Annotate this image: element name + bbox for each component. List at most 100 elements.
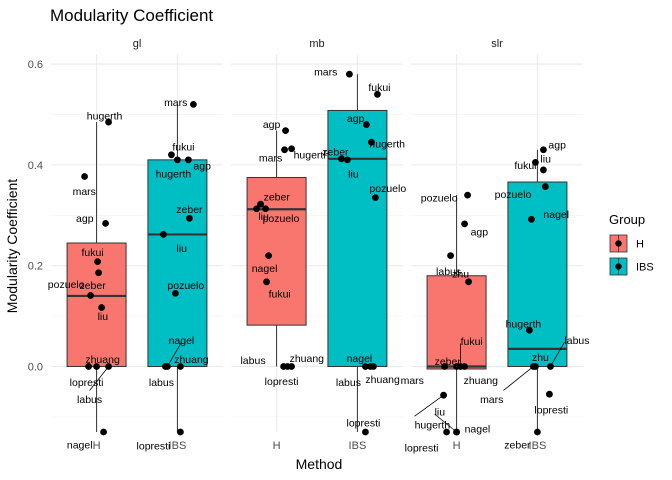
- data-point-mars: mars: [480, 363, 537, 406]
- point-label: lopresti: [534, 405, 568, 417]
- point-marker: [100, 428, 107, 436]
- label-leader-line: [414, 394, 444, 417]
- point-marker: [338, 155, 345, 163]
- legend-item-H: H: [609, 234, 644, 253]
- data-point-fukui: fukui: [368, 82, 391, 98]
- data-point-hugerth: hugerth: [288, 145, 329, 161]
- y-tick-label: 0.4: [28, 160, 43, 172]
- point-label: fukui: [172, 141, 194, 153]
- point-label: mars: [259, 152, 282, 164]
- point-label: agp: [471, 226, 489, 238]
- facet-strip-label: slr: [491, 38, 503, 50]
- label-leader-line: [167, 342, 182, 367]
- data-point-nagel: nagel: [528, 209, 569, 223]
- point-label: zhuang: [365, 374, 400, 386]
- point-marker: [363, 121, 370, 128]
- data-point-hugerth: hugerth: [156, 156, 192, 180]
- box-mb-H: [246, 130, 307, 367]
- data-point-zeber: zeber: [176, 204, 203, 222]
- data-point-liu: liu: [258, 205, 269, 223]
- facet-strip-label: gl: [133, 38, 142, 50]
- legend-key-point: [615, 263, 622, 270]
- point-label: nagel: [543, 209, 569, 221]
- data-point-labus: labus: [77, 363, 112, 406]
- point-marker: [177, 428, 184, 436]
- point-marker: [532, 158, 539, 166]
- x-tick-label: IBS: [529, 440, 547, 452]
- box-rect: [147, 159, 208, 367]
- point-label: hugerth: [156, 168, 192, 180]
- point-marker: [447, 252, 454, 259]
- point-marker: [87, 292, 94, 299]
- data-point-nagel: nagel: [347, 353, 372, 370]
- data-point-fukui: fukui: [263, 278, 291, 300]
- data-point-labus: labus: [547, 335, 590, 370]
- data-point-zhuang: zhuang: [365, 363, 400, 386]
- point-marker: [443, 428, 450, 436]
- data-point-mars: mars: [314, 67, 353, 79]
- data-point-pozuelo: pozuelo: [48, 279, 94, 299]
- point-label: lopresti: [346, 418, 380, 430]
- box-mb-IBS: [327, 74, 388, 432]
- point-label: lopresti: [137, 441, 171, 453]
- chart-title: Modularity Coefficient: [50, 6, 213, 25]
- point-label: hugerth: [294, 149, 330, 161]
- data-point-lopresti: lopresti: [265, 363, 299, 388]
- data-point-mars: mars: [164, 97, 197, 109]
- point-marker: [98, 304, 105, 311]
- y-tick-label: 0.0: [28, 361, 43, 373]
- legend: Group H IBS: [609, 212, 654, 276]
- box-gl-IBS: [147, 104, 208, 432]
- data-point-hugerth: hugerth: [414, 391, 450, 432]
- point-label: labus: [149, 377, 174, 389]
- box-rect: [426, 275, 487, 370]
- point-marker: [105, 118, 112, 126]
- point-marker: [534, 428, 541, 436]
- point-marker: [257, 200, 264, 208]
- point-marker: [253, 205, 260, 213]
- point-marker: [172, 290, 179, 297]
- point-marker: [93, 363, 100, 370]
- point-label: liu: [348, 168, 359, 180]
- point-marker: [288, 145, 295, 153]
- data-point-fukui: fukui: [514, 158, 539, 172]
- point-label: agp: [347, 113, 365, 125]
- data-point-liu: liu: [344, 156, 359, 180]
- point-label: fukui: [368, 82, 390, 94]
- point-label: mars: [314, 67, 337, 79]
- point-label: zeber: [322, 146, 349, 158]
- point-label: fukui: [269, 288, 291, 300]
- data-point-liu: liu: [98, 304, 108, 323]
- data-point-nagel: nagel: [453, 424, 490, 436]
- box-rect: [327, 109, 388, 367]
- point-marker: [160, 231, 167, 238]
- data-point-labus: labus: [436, 252, 461, 278]
- point-label: lopresti: [70, 377, 104, 389]
- point-marker: [177, 363, 184, 370]
- data-point-hugerth: hugerth: [368, 139, 405, 151]
- data-point-hugerth: hugerth: [506, 319, 541, 334]
- point-label: fukui: [81, 247, 103, 259]
- point-marker: [374, 90, 381, 98]
- point-marker: [282, 127, 289, 135]
- point-label: mars: [164, 97, 187, 109]
- point-label: agp: [76, 213, 94, 225]
- point-marker: [368, 138, 375, 146]
- data-point-labus: labus: [149, 363, 174, 389]
- point-label: zeber: [79, 280, 106, 292]
- point-label: labus: [336, 377, 361, 389]
- point-label: nagel: [169, 335, 195, 347]
- point-marker: [367, 363, 374, 370]
- data-point-pozuelo: pozuelo: [167, 280, 204, 297]
- point-label: nagel: [67, 440, 93, 452]
- point-label: zhuang: [464, 375, 499, 387]
- facet-mb: mbH IBSagphugerthmarszeberliupozuelonagel…: [231, 38, 406, 452]
- data-point-agp: agp: [461, 220, 488, 238]
- point-label: zhu: [532, 352, 549, 364]
- point-marker: [540, 146, 547, 154]
- point-label: mars: [73, 186, 96, 198]
- point-label: liu: [435, 407, 446, 419]
- point-marker: [547, 363, 554, 370]
- x-tick-label: IBS: [349, 440, 367, 452]
